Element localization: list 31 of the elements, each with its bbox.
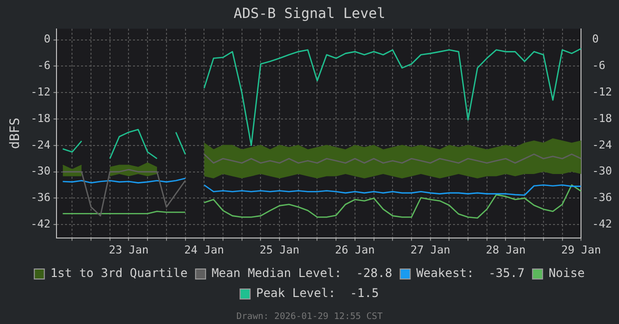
x-tick-label: 28 Jan: [486, 243, 526, 256]
x-tick-label: 26 Jan: [335, 243, 375, 256]
y2-tick-label: -36: [592, 191, 612, 204]
y-tick-label: -18: [30, 112, 50, 125]
chart-title: ADS-B Signal Level: [234, 6, 386, 22]
x-tick-label: 29 Jan: [561, 243, 602, 256]
legend-label: Peak Level: -1.5: [256, 286, 379, 300]
y2-tick-label: -6: [592, 59, 606, 72]
y-tick-label: -24: [30, 138, 51, 152]
y2-tick-label: -30: [592, 164, 612, 178]
x-tick-label: 25 Jan: [260, 243, 300, 256]
y-tick-label: -30: [30, 164, 50, 178]
y2-tick-label: -12: [592, 85, 612, 98]
y2-tick-label: 0: [592, 32, 599, 46]
legend-label: 1st to 3rd Quartile: [50, 266, 188, 280]
legend-label: Noise: [548, 266, 585, 280]
x-tick-label: 27 Jan: [410, 243, 450, 256]
x-tick-label: 23 Jan: [108, 243, 149, 256]
y-tick-label: -6: [37, 59, 50, 72]
y2-tick-label: -18: [592, 112, 612, 125]
y-tick-label: -42: [30, 217, 50, 230]
legend-label: Weakest: -35.7: [416, 266, 525, 280]
text: Drawn: 2026-01-29 12:55 CST: [236, 312, 384, 322]
y-axis-title: dBFS: [8, 118, 24, 149]
legend-label: Mean Median Level: -28.8: [212, 266, 392, 280]
x-tick-label: 24 Jan: [184, 243, 224, 256]
y2-tick-label: -42: [592, 217, 612, 230]
y-tick-label: -36: [30, 191, 50, 204]
y-tick-label: 0: [44, 32, 50, 46]
y-tick-label: -12: [30, 85, 50, 98]
y2-tick-label: -24: [592, 138, 612, 152]
